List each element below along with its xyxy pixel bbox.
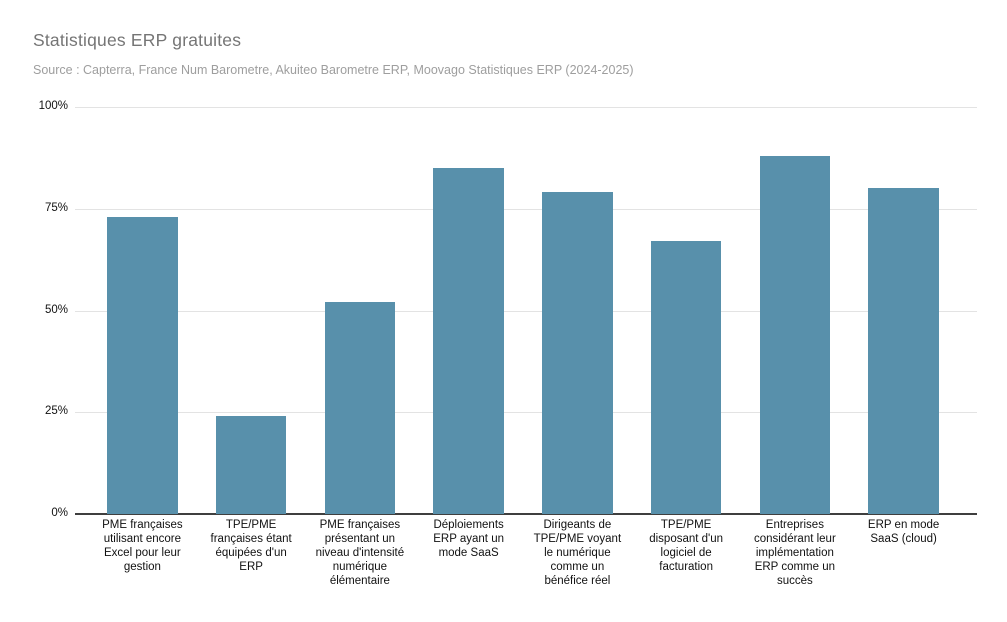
x-category-label: Déploiements ERP ayant un mode SaaS: [433, 519, 504, 559]
chart-source-subtitle: Source : Capterra, France Num Barometre,…: [33, 63, 634, 77]
x-category-label: PME françaises utilisant encore Excel po…: [102, 519, 183, 573]
x-category-label: TPE/PME disposant d'un logiciel de factu…: [649, 519, 724, 573]
bar-column: [741, 107, 850, 514]
bar-1: [107, 216, 178, 514]
x-category-label: Dirigeants de TPE/PME voyant le numériqu…: [533, 519, 622, 587]
x-category-label: PME françaises présentant un niveau d'in…: [315, 519, 405, 587]
bar-column: [306, 107, 415, 514]
bar-column: [414, 107, 523, 514]
y-tick-label: 50%: [44, 303, 68, 316]
y-tick-label: 100%: [38, 100, 68, 112]
bar-3: [324, 302, 396, 514]
x-axis-line: [75, 513, 977, 515]
bar-6: [650, 241, 722, 514]
y-tick-label: 75%: [44, 201, 68, 214]
chart-title: Statistiques ERP gratuites: [33, 30, 242, 50]
x-category-label: TPE/PME françaises étant équipées d'un E…: [210, 519, 292, 573]
bar-column: [523, 107, 632, 514]
bar-column: [849, 107, 958, 514]
x-axis-labels: PME françaises utilisant encore Excel po…: [88, 518, 958, 588]
y-gridline: [75, 107, 977, 108]
bar-4: [433, 168, 504, 514]
x-category-label: ERP en mode SaaS (cloud): [867, 519, 940, 545]
y-gridline: [75, 310, 977, 312]
y-gridline: [75, 208, 977, 210]
y-tick-label: 25%: [44, 405, 68, 418]
bar-7: [759, 155, 831, 514]
bar-column: [632, 107, 741, 514]
bar-8: [868, 188, 939, 514]
plot-area: [75, 107, 977, 515]
y-tick-label: 0%: [51, 507, 68, 519]
bar-5: [542, 192, 613, 514]
x-category-label: Entreprises considérant leur implémentat…: [753, 519, 836, 587]
bar-column: [197, 107, 306, 514]
bar-series: [88, 107, 958, 514]
bar-2: [215, 416, 287, 514]
y-gridline: [75, 412, 977, 414]
bar-column: [88, 107, 197, 514]
